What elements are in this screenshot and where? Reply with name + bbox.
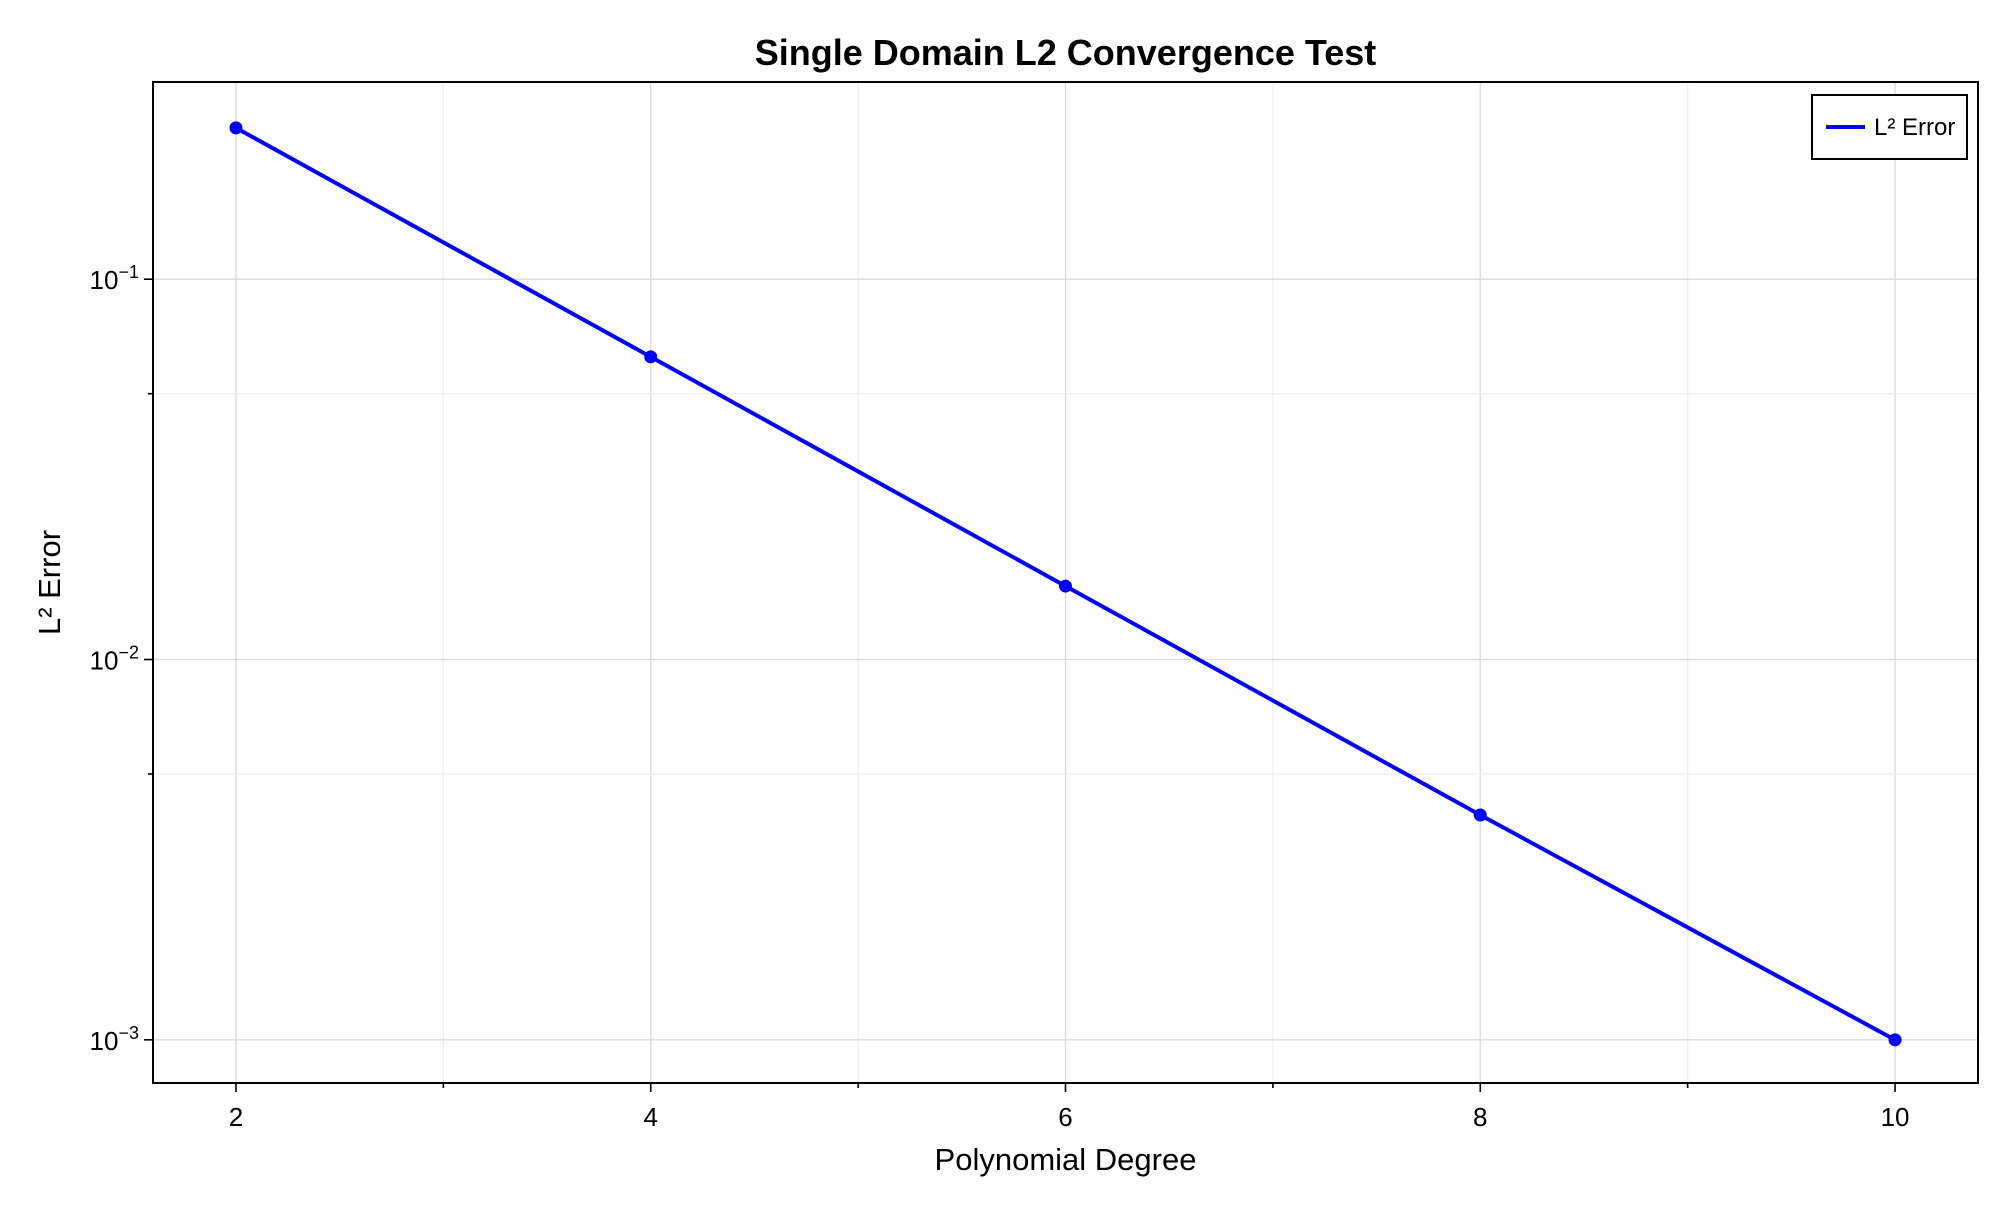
data-point [1888,1033,1902,1047]
data-point [229,121,243,135]
x-tick-label: 8 [1473,1102,1487,1132]
series-layer [229,121,1902,1047]
x-tick-label: 6 [1058,1102,1072,1132]
x-tick-label: 2 [229,1102,243,1132]
y-tick-label: 10−3 [90,1023,139,1056]
data-point [644,350,658,364]
tick-layer: 2 4 6 8 10 10−1 10−2 10−3 [90,262,1910,1132]
data-point [1059,579,1072,593]
grid-layer [153,82,1978,1083]
legend: L² Error [1811,94,1968,160]
x-axis-label: Polynomial Degree [935,1142,1197,1177]
y-tick-label: 10−2 [90,643,139,676]
x-tick-label: 4 [643,1102,657,1132]
y-tick-label: 10−1 [90,262,139,295]
data-point [1473,808,1487,822]
y-axis-label: L² Error [32,530,67,635]
legend-entry-label: L² Error [1874,114,1955,141]
chart-title: Single Domain L2 Convergence Test [755,32,1376,73]
x-tick-label: 10 [1881,1102,1910,1132]
